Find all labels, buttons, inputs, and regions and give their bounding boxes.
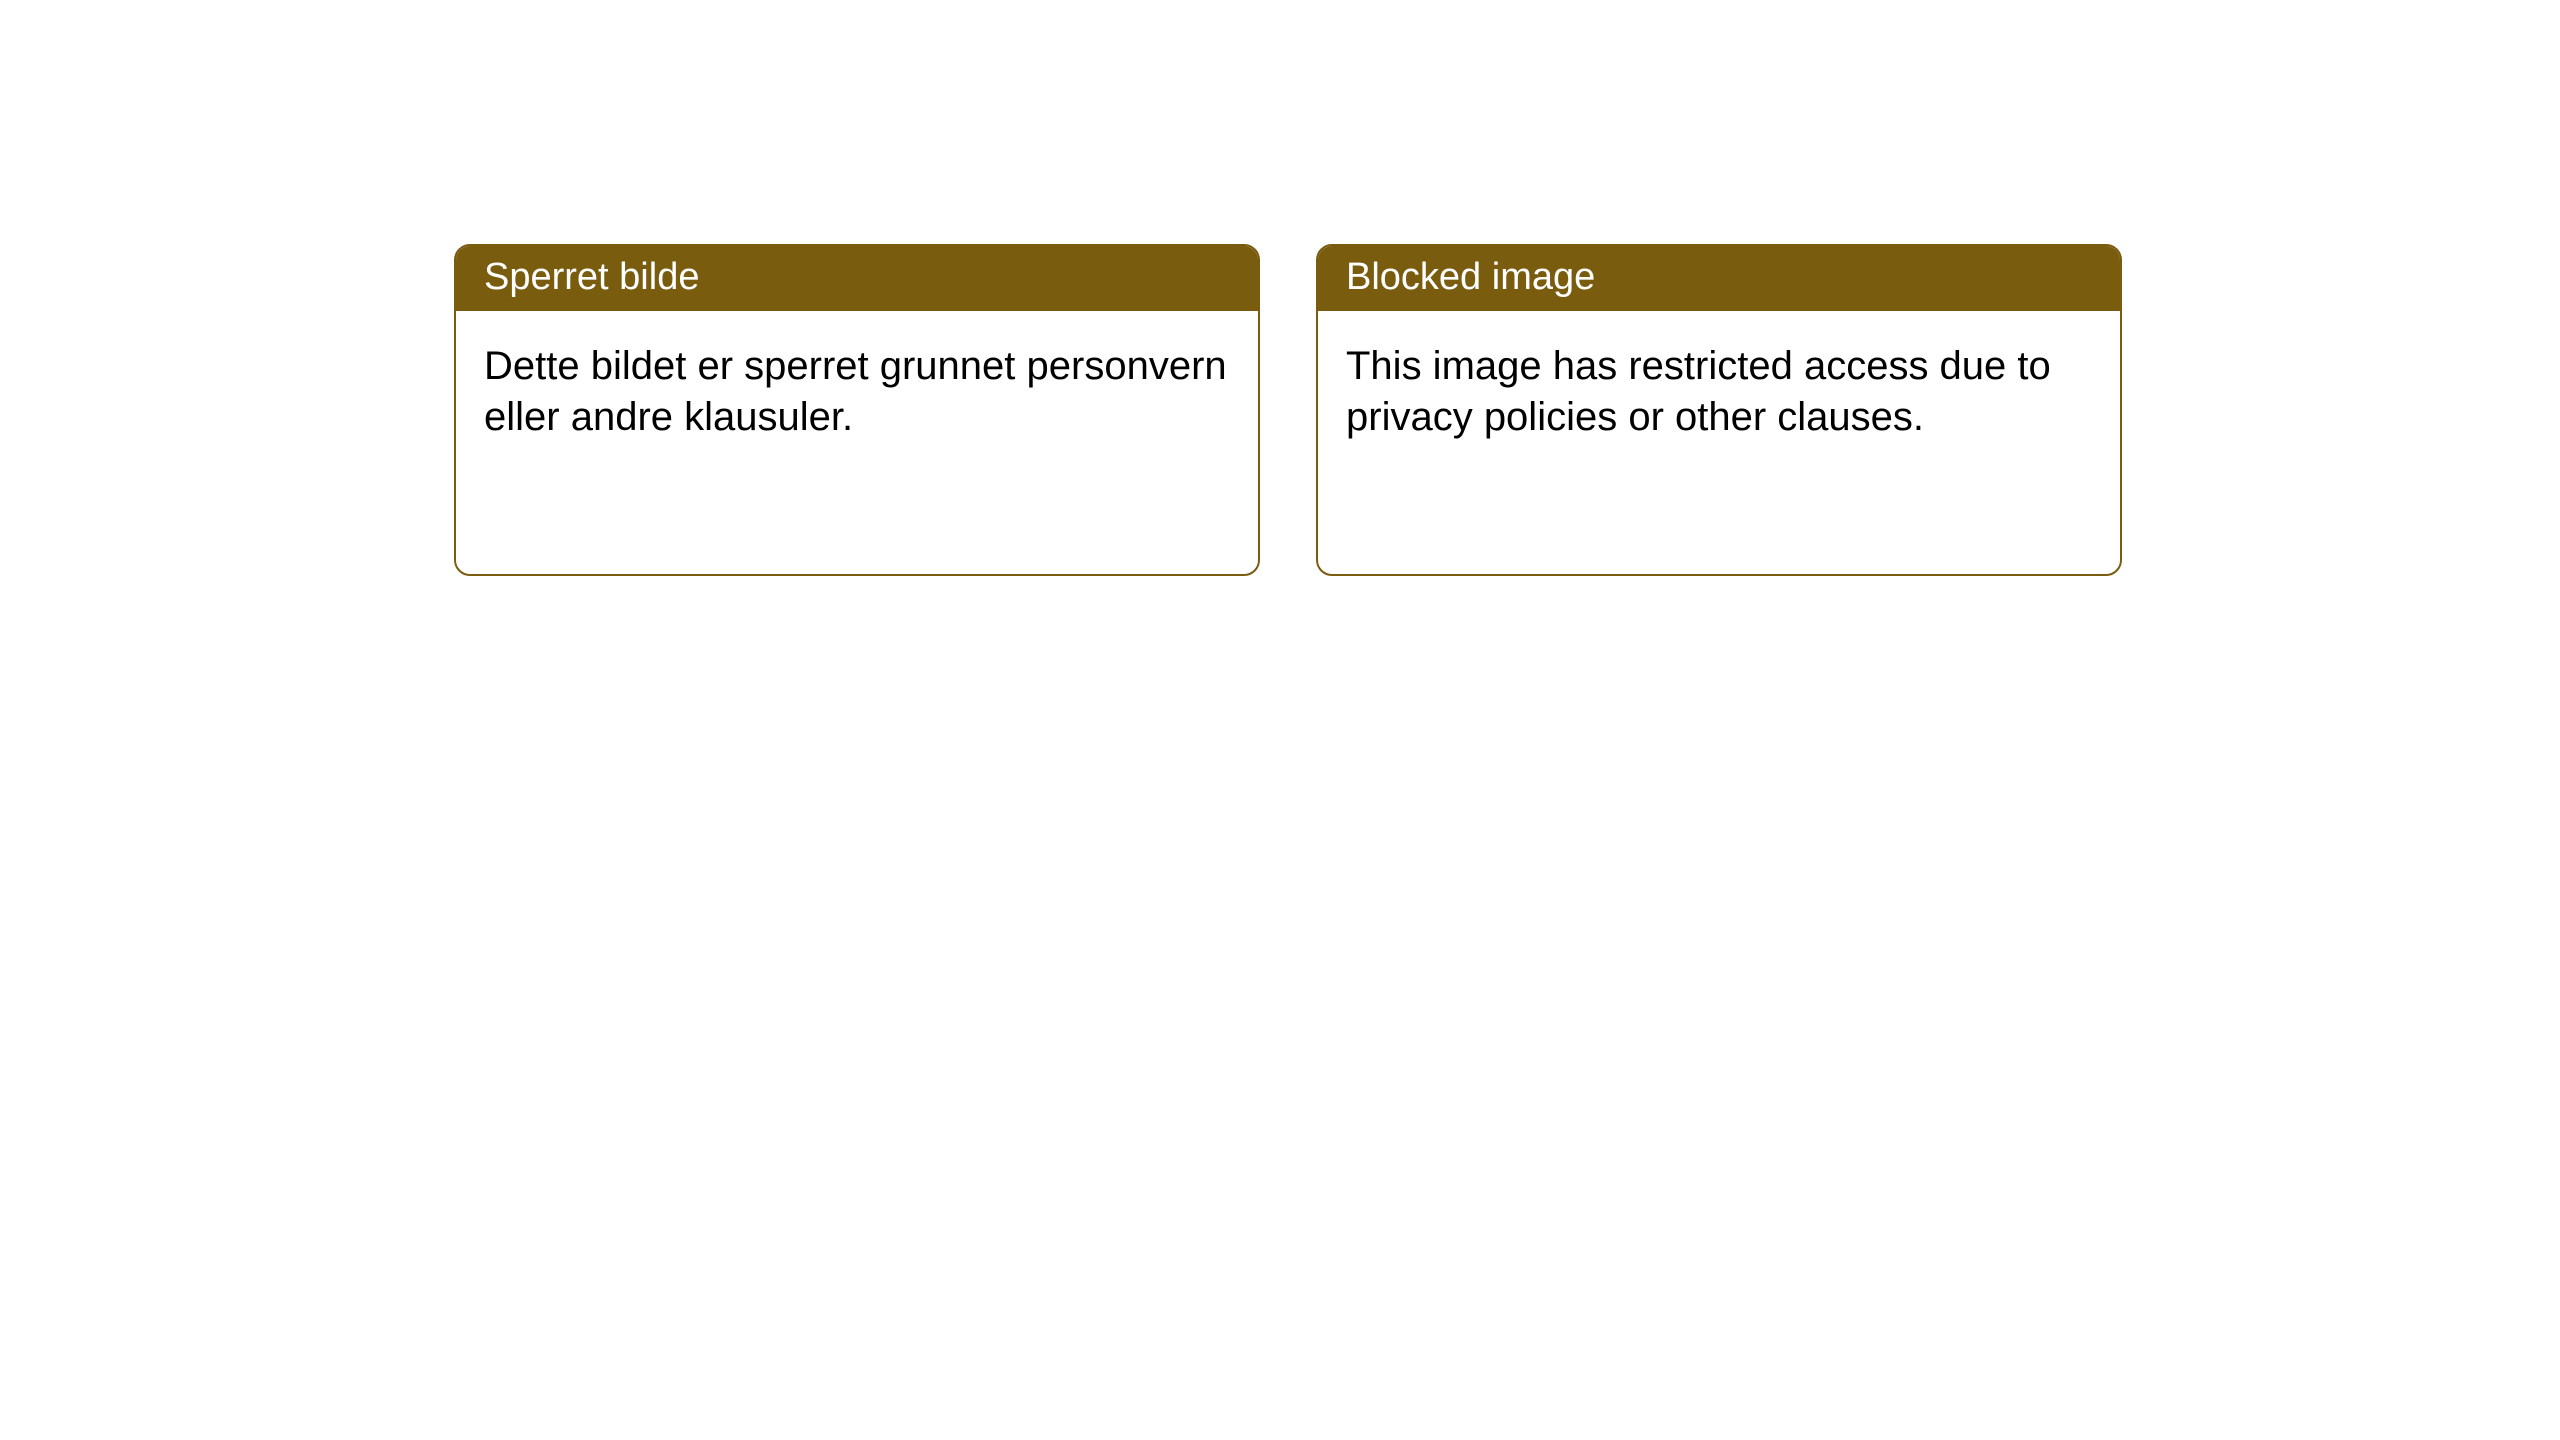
- card-body-text: This image has restricted access due to …: [1346, 344, 2051, 439]
- card-body: This image has restricted access due to …: [1318, 311, 2120, 473]
- card-header: Sperret bilde: [456, 246, 1258, 311]
- blocked-image-card-no: Sperret bilde Dette bildet er sperret gr…: [454, 244, 1260, 576]
- blocked-image-card-en: Blocked image This image has restricted …: [1316, 244, 2122, 576]
- notice-cards-row: Sperret bilde Dette bildet er sperret gr…: [0, 0, 2560, 576]
- card-title: Blocked image: [1346, 256, 1595, 298]
- card-body: Dette bildet er sperret grunnet personve…: [456, 311, 1258, 473]
- card-title: Sperret bilde: [484, 256, 699, 298]
- card-body-text: Dette bildet er sperret grunnet personve…: [484, 344, 1227, 439]
- card-header: Blocked image: [1318, 246, 2120, 311]
